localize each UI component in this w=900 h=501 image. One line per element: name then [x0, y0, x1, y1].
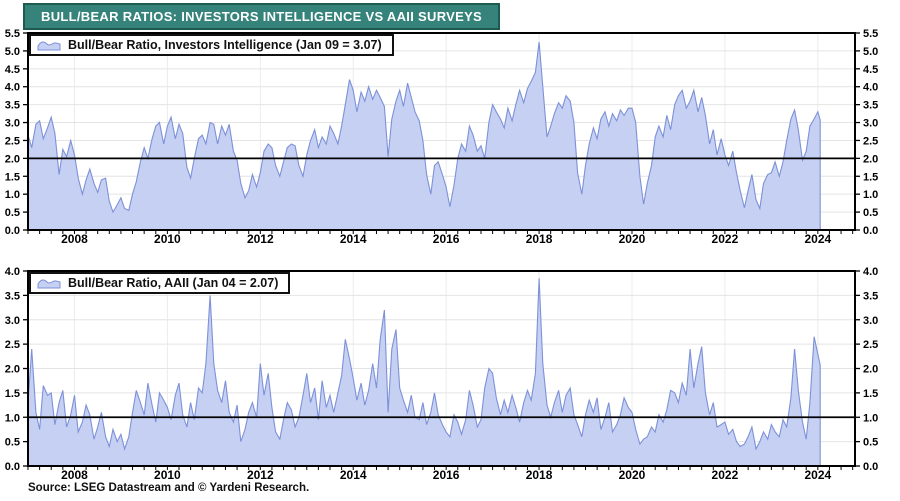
svg-text:1.0: 1.0	[5, 412, 20, 424]
svg-text:2018: 2018	[526, 232, 553, 246]
svg-text:2020: 2020	[619, 468, 646, 482]
svg-text:2.0: 2.0	[5, 153, 20, 165]
svg-text:2.5: 2.5	[863, 135, 878, 147]
svg-text:1.5: 1.5	[863, 388, 878, 400]
svg-text:3.5: 3.5	[5, 100, 20, 112]
svg-text:1.0: 1.0	[863, 412, 878, 424]
svg-text:3.0: 3.0	[863, 118, 878, 130]
svg-text:5.0: 5.0	[863, 46, 878, 58]
legend-label: Bull/Bear Ratio, AAII (Jan 04 = 2.07)	[68, 276, 279, 290]
svg-text:2022: 2022	[712, 232, 739, 246]
svg-text:2.5: 2.5	[863, 339, 878, 351]
svg-text:2014: 2014	[340, 468, 367, 482]
investors-intelligence-bull-bear-ratio-plot: 0.0 0.0 0.5 0.5 1.0 1.0 1.5 1.5 2.0 2.0 2.5 2.5 3.0 3…	[5, 28, 879, 246]
svg-text:1.5: 1.5	[5, 171, 20, 183]
svg-text:5.0: 5.0	[5, 46, 20, 58]
svg-text:2008: 2008	[61, 232, 88, 246]
svg-text:0.0: 0.0	[863, 461, 878, 473]
svg-text:4.0: 4.0	[5, 82, 20, 94]
svg-text:0.5: 0.5	[863, 437, 878, 449]
svg-text:2008: 2008	[61, 468, 88, 482]
svg-text:0.5: 0.5	[5, 207, 20, 219]
svg-text:2012: 2012	[247, 468, 274, 482]
area-series-icon	[37, 41, 61, 51]
legend-label: Bull/Bear Ratio, Investors Intelligence …	[68, 38, 382, 52]
svg-text:2.0: 2.0	[863, 364, 878, 376]
page-title: BULL/BEAR RATIOS: INVESTORS INTELLIGENCE…	[23, 3, 501, 30]
svg-text:3.0: 3.0	[863, 315, 878, 327]
svg-text:5.5: 5.5	[863, 28, 878, 40]
svg-text:2.5: 2.5	[5, 135, 20, 147]
svg-text:0.5: 0.5	[5, 437, 20, 449]
svg-text:4.5: 4.5	[5, 64, 20, 76]
svg-text:4.0: 4.0	[863, 266, 878, 278]
legend-aaii: Bull/Bear Ratio, AAII (Jan 04 = 2.07)	[29, 272, 291, 294]
y-axis-labels: 0.0 0.0 0.5 0.5 1.0 1.0 1.5 1.5 2.0 2.0 2.5 2.5 3.0 3…	[5, 266, 879, 473]
x-axis-ticks	[27, 230, 854, 234]
svg-text:2024: 2024	[804, 232, 831, 246]
svg-text:2018: 2018	[526, 468, 553, 482]
svg-text:0.5: 0.5	[863, 207, 878, 219]
svg-text:2016: 2016	[433, 468, 460, 482]
svg-text:2016: 2016	[433, 232, 460, 246]
svg-text:4.0: 4.0	[863, 82, 878, 94]
svg-text:3.5: 3.5	[863, 290, 878, 302]
svg-text:2010: 2010	[154, 232, 181, 246]
x-axis-labels: 2008 2010 2012 2014 2016 2018 2020 2022 2024	[61, 232, 831, 246]
svg-text:2.0: 2.0	[5, 364, 20, 376]
svg-text:4.0: 4.0	[5, 266, 20, 278]
svg-text:1.5: 1.5	[863, 171, 878, 183]
svg-text:4.5: 4.5	[863, 64, 878, 76]
investors-intelligence-bull-bear-ratio-area-series	[27, 41, 821, 231]
plot-border	[27, 32, 856, 231]
svg-text:1.0: 1.0	[5, 189, 20, 201]
svg-text:2.5: 2.5	[5, 339, 20, 351]
svg-text:5.5: 5.5	[5, 28, 20, 40]
svg-text:0.0: 0.0	[5, 225, 20, 237]
x-axis-ticks	[27, 466, 854, 470]
svg-text:0.0: 0.0	[5, 461, 20, 473]
svg-text:3.0: 3.0	[5, 118, 20, 130]
aaii-bull-bear-ratio-area-series	[27, 278, 821, 467]
svg-text:2014: 2014	[340, 232, 367, 246]
legend-investors-intelligence: Bull/Bear Ratio, Investors Intelligence …	[29, 34, 394, 56]
x-axis-labels: 2008 2010 2012 2014 2016 2018 2020 2022 2024	[61, 468, 831, 482]
svg-text:3.5: 3.5	[5, 290, 20, 302]
svg-text:2024: 2024	[804, 468, 831, 482]
svg-text:2020: 2020	[619, 232, 646, 246]
area-series-icon	[37, 279, 61, 289]
svg-text:2.0: 2.0	[863, 153, 878, 165]
svg-text:1.0: 1.0	[863, 189, 878, 201]
svg-text:3.5: 3.5	[863, 100, 878, 112]
svg-text:3.0: 3.0	[5, 315, 20, 327]
aaii-bull-bear-ratio-plot: 0.0 0.0 0.5 0.5 1.0 1.0 1.5 1.5 2.0 2.0 2.5 2.5 3.0 3…	[5, 266, 879, 482]
svg-text:2012: 2012	[247, 232, 274, 246]
svg-text:1.5: 1.5	[5, 388, 20, 400]
svg-text:0.0: 0.0	[863, 225, 878, 237]
svg-text:2022: 2022	[712, 468, 739, 482]
svg-text:2010: 2010	[154, 468, 181, 482]
source-note: Source: LSEG Datastream and © Yardeni Re…	[28, 482, 310, 494]
y-axis-labels: 0.0 0.0 0.5 0.5 1.0 1.0 1.5 1.5 2.0 2.0 2.5 2.5 3.0 3…	[5, 28, 879, 237]
